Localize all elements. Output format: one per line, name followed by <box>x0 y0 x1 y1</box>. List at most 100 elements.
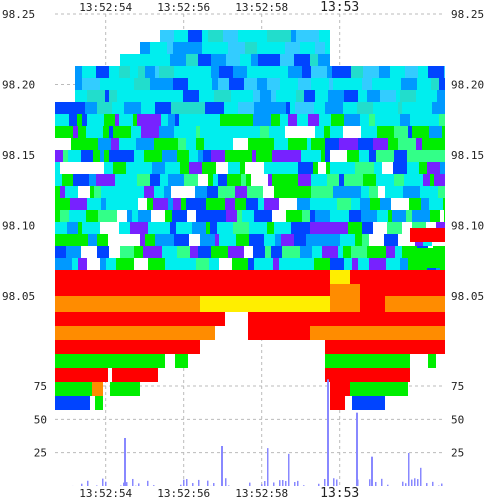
heat-cell <box>55 234 74 246</box>
heat-cell <box>136 138 154 150</box>
heat-cell <box>302 126 315 138</box>
heat-cell <box>311 78 329 90</box>
volume-bar <box>405 483 407 486</box>
heat-cell <box>112 102 120 114</box>
heat-cell <box>214 90 231 102</box>
heat-cell <box>178 138 186 150</box>
heat-cell <box>385 126 394 138</box>
heat-cell <box>419 162 427 174</box>
volume-bar <box>411 479 413 486</box>
heat-cell <box>55 222 67 234</box>
heat-cell <box>375 114 384 126</box>
heat-cell <box>169 138 178 150</box>
heat-cell <box>340 234 355 246</box>
heat-cell <box>119 222 130 234</box>
heat-cell <box>427 162 440 174</box>
heat-cell <box>348 222 357 234</box>
heat-cell <box>319 114 331 126</box>
volume-bar <box>186 479 188 486</box>
heat-cell <box>195 186 207 198</box>
heat-cell <box>330 382 350 396</box>
heat-cell <box>297 198 310 210</box>
heat-cell <box>310 222 329 234</box>
heat-cell <box>196 78 212 90</box>
heat-cell <box>390 66 396 78</box>
heat-cell <box>412 210 430 222</box>
heat-cell <box>176 222 181 234</box>
heat-cell <box>295 102 314 114</box>
heat-cell <box>152 162 165 174</box>
heat-cell <box>386 246 395 258</box>
heat-cell <box>164 186 171 198</box>
volume-bar <box>371 456 373 486</box>
heat-cell <box>174 90 183 102</box>
volume-tick-label: 75 <box>451 380 464 393</box>
heat-cell <box>240 162 245 174</box>
heat-cell <box>276 90 290 102</box>
heat-cell <box>421 198 429 210</box>
heat-cell <box>238 102 254 114</box>
heat-cell <box>190 102 205 114</box>
heat-cell <box>109 150 125 162</box>
heat-cell <box>325 340 445 354</box>
heat-cell <box>193 198 206 210</box>
heat-cell <box>442 126 445 138</box>
heat-cell <box>153 198 168 210</box>
heat-cell <box>182 186 195 198</box>
heat-cell <box>111 138 119 150</box>
heat-cell <box>235 186 247 198</box>
heat-cell <box>65 186 78 198</box>
heat-cell <box>327 66 332 78</box>
heat-cell <box>55 258 72 270</box>
volume-bar <box>183 479 185 486</box>
heat-cell <box>173 198 181 210</box>
volume-bar <box>123 482 125 486</box>
heat-cell <box>109 246 120 258</box>
heat-cell <box>148 126 159 138</box>
heat-cell <box>151 210 165 222</box>
heat-cell <box>198 150 203 162</box>
heat-cell <box>96 66 109 78</box>
price-tick-label: 98.15 <box>2 149 35 162</box>
heat-cell <box>78 126 86 138</box>
heat-cell <box>254 210 272 222</box>
heat-cell <box>186 198 193 210</box>
heat-cell <box>426 102 432 114</box>
heat-cell <box>144 186 154 198</box>
heat-cell <box>93 258 100 270</box>
heat-cell <box>120 54 130 66</box>
heat-cell <box>337 198 351 210</box>
volume-bar <box>324 478 326 486</box>
heat-cell <box>55 126 73 138</box>
heat-cell <box>209 258 219 270</box>
heat-cell <box>123 234 140 246</box>
heat-cell <box>181 198 186 210</box>
heat-cell <box>225 198 235 210</box>
heat-cell <box>281 234 294 246</box>
heat-cell <box>444 210 445 222</box>
heat-cell <box>352 258 358 270</box>
heat-cell <box>216 162 228 174</box>
heat-cell <box>330 296 360 312</box>
heat-cell <box>238 150 252 162</box>
heat-cell <box>333 186 350 198</box>
x-tick-label: 13:52:56 <box>157 1 210 14</box>
heat-cell <box>65 296 200 312</box>
heat-cell <box>329 222 348 234</box>
heat-cell <box>290 90 296 102</box>
heat-cell <box>55 138 71 150</box>
heat-cell <box>233 138 248 150</box>
heat-cell <box>231 90 247 102</box>
heat-cell <box>311 186 320 198</box>
heat-cell <box>369 234 384 246</box>
price-tick-label: 98.25 <box>2 8 35 21</box>
volume-bar <box>402 481 404 486</box>
heat-cell <box>325 102 343 114</box>
heat-cell <box>360 284 445 296</box>
heat-cell <box>358 258 369 270</box>
heat-cell <box>208 210 226 222</box>
heat-cell <box>240 54 251 66</box>
heat-cell <box>233 66 247 78</box>
heat-cell <box>430 210 440 222</box>
heat-cell <box>55 246 66 258</box>
